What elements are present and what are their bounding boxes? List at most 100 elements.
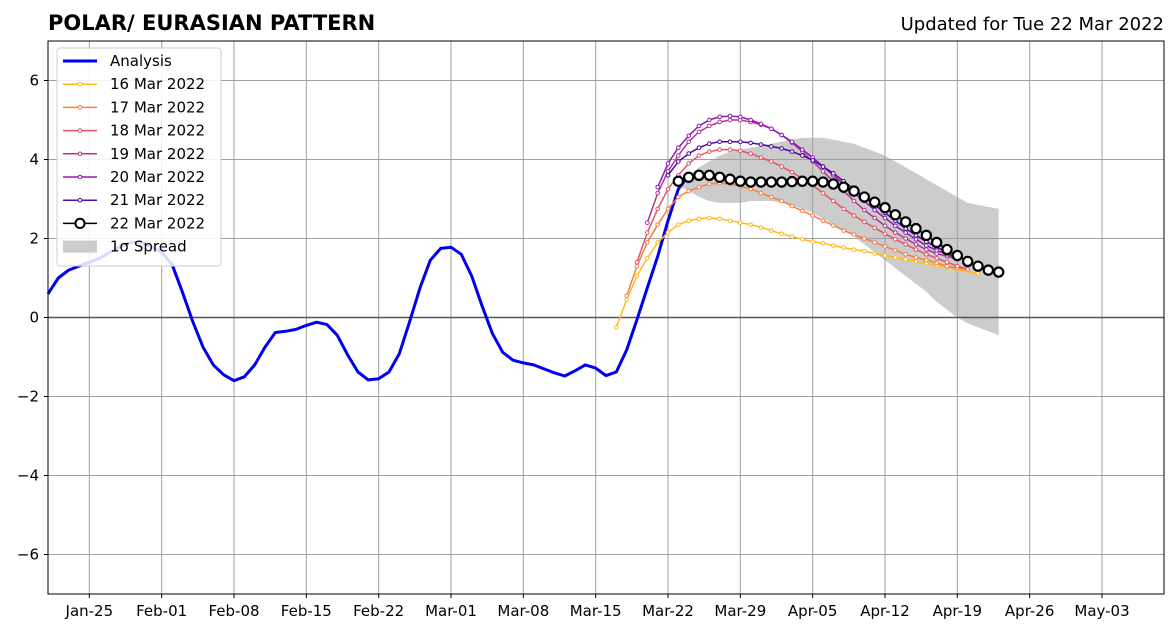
series-2-point — [913, 255, 919, 260]
series-5-point — [676, 145, 681, 150]
legend-label: 21 Mar 2022 — [110, 191, 205, 209]
series-3-point — [831, 198, 836, 204]
series-5-point — [727, 113, 733, 119]
series-1-point — [882, 253, 888, 258]
series-6-point — [758, 142, 764, 147]
series-6-point — [800, 153, 805, 158]
series-4-point — [676, 153, 681, 158]
series-1-point — [800, 236, 805, 242]
series-2-point — [655, 222, 660, 227]
series-3-point — [820, 190, 826, 196]
series-6-point — [779, 146, 784, 151]
series-1-point — [707, 215, 712, 221]
series-3-point — [655, 206, 660, 212]
chart-title: POLAR/ EURASIAN PATTERN — [48, 11, 375, 35]
series-3-point — [727, 147, 733, 152]
series-2-point — [758, 190, 764, 196]
series-1-point — [820, 240, 826, 246]
series-1-point — [862, 248, 867, 254]
series-2-point — [934, 260, 939, 266]
series-1-point — [913, 259, 919, 264]
x-tick-label: Mar-22 — [642, 602, 694, 620]
series-3-point — [748, 151, 753, 156]
series-3-point — [769, 159, 774, 164]
series-2-point — [696, 184, 702, 190]
series-1-point — [686, 218, 691, 224]
series-6-point — [748, 140, 753, 146]
series-4-point — [862, 207, 867, 213]
series-7-point — [920, 229, 933, 242]
x-tick-label: Feb-22 — [353, 602, 404, 620]
series-6-point — [717, 139, 722, 145]
series-4-point — [686, 139, 691, 145]
series-7-point — [879, 201, 891, 214]
series-7-point — [982, 264, 995, 276]
series-4-point — [913, 242, 919, 247]
series-2-point — [634, 263, 640, 269]
series-3-point — [665, 186, 671, 192]
series-5-point — [707, 117, 712, 123]
series-7-point — [972, 260, 984, 272]
series-5-point — [789, 139, 795, 145]
series-2-point — [893, 248, 898, 253]
series-3-point — [851, 213, 857, 218]
series-2-point — [862, 236, 867, 241]
series-6-point — [789, 149, 795, 154]
series-1-point — [665, 230, 671, 235]
series-layer — [46, 113, 1005, 383]
series-3-point — [707, 149, 712, 154]
x-tick-label: Mar-29 — [714, 602, 766, 620]
series-1-point — [903, 257, 908, 262]
series-5-point — [758, 121, 764, 127]
series-6-point — [769, 144, 774, 149]
series-2-line — [625, 182, 968, 297]
series-3-point — [934, 255, 939, 261]
legend-label: 1σ Spread — [110, 238, 187, 256]
series-5-point — [913, 236, 919, 242]
series-3-point — [717, 147, 722, 152]
series-6-point — [810, 157, 815, 163]
x-tick-label: Feb-01 — [136, 602, 187, 620]
series-5-point — [872, 207, 877, 213]
series-1-point — [748, 222, 753, 227]
series-4-point — [872, 215, 877, 221]
legend-marker — [77, 174, 83, 180]
series-1-point — [645, 255, 650, 261]
series-5-point — [893, 223, 898, 229]
series-7-point — [713, 171, 726, 183]
series-3-point — [841, 206, 846, 212]
x-tick-label: Apr-12 — [860, 602, 910, 620]
series-4-point — [903, 236, 908, 241]
series-7-point — [961, 255, 974, 268]
series-2-point — [944, 263, 950, 269]
series-4-point — [893, 230, 898, 235]
series-3-point — [944, 259, 950, 265]
series-6-point — [820, 164, 826, 169]
series-3-point — [924, 252, 929, 257]
series-4-point — [645, 220, 650, 225]
series-1-point — [727, 218, 733, 224]
x-tick-label: Feb-08 — [208, 602, 259, 620]
spread-band — [678, 137, 999, 336]
series-7-point — [703, 169, 716, 181]
series-7-point — [775, 176, 788, 188]
series-3-point — [645, 230, 650, 235]
series-2-point — [800, 208, 805, 214]
series-7-point — [682, 171, 695, 183]
series-2-point — [748, 186, 753, 192]
series-7-point — [786, 175, 798, 188]
series-2-point — [872, 240, 877, 245]
series-3-point — [738, 148, 743, 154]
series-7-point — [672, 175, 685, 187]
series-6-point — [707, 141, 712, 146]
series-7-point — [910, 222, 922, 235]
series-6-point — [676, 159, 681, 164]
series-2-point — [707, 181, 712, 187]
legend-label: 17 Mar 2022 — [110, 98, 205, 116]
series-2-point — [769, 194, 774, 200]
y-tick-label: 6 — [29, 72, 39, 90]
series-7-point — [848, 185, 860, 197]
series-7-point — [930, 236, 943, 249]
legend-label: 20 Mar 2022 — [110, 168, 205, 186]
series-1-point — [676, 222, 681, 227]
